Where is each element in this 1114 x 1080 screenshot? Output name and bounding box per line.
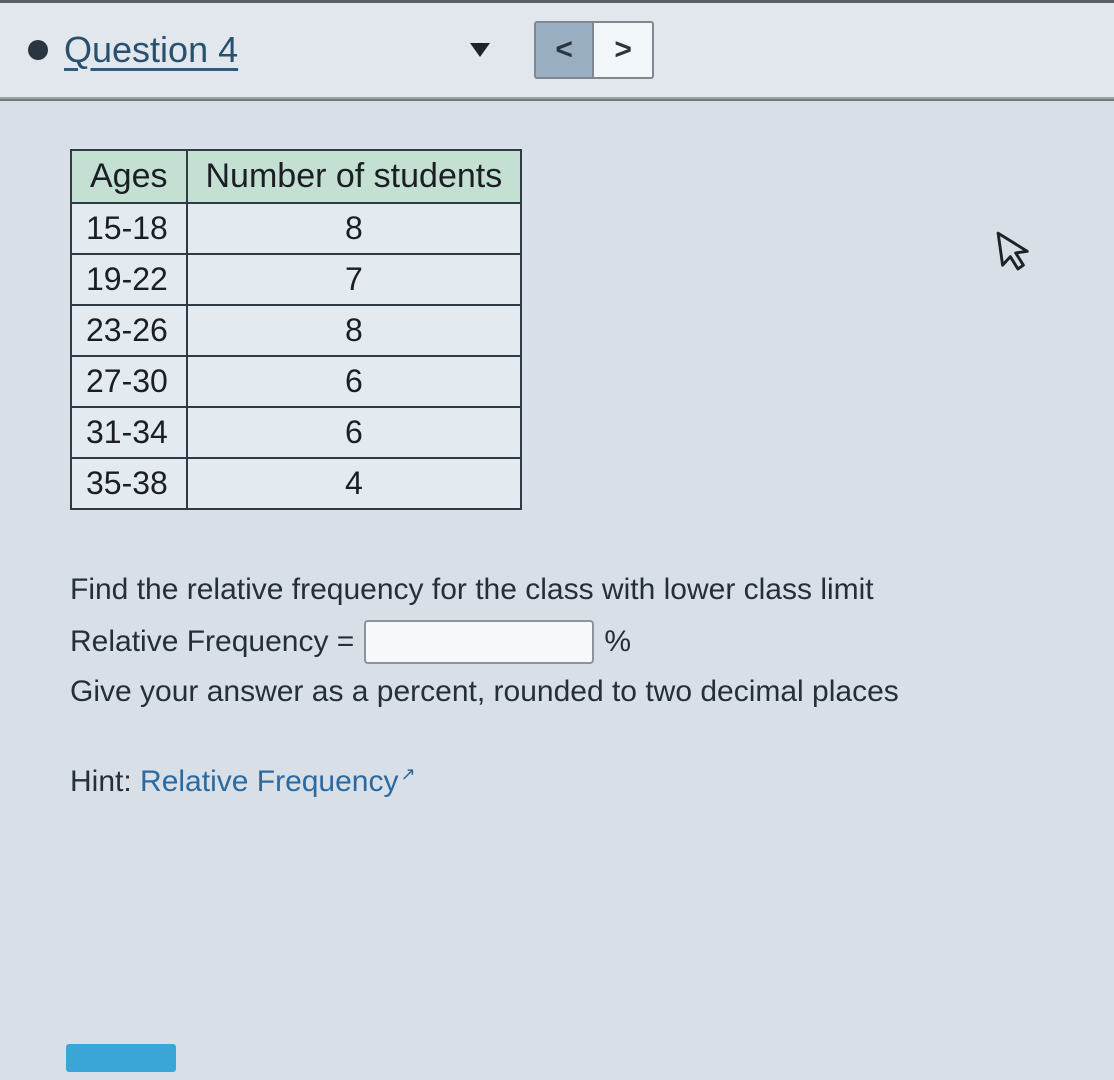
unit-percent: % xyxy=(604,625,631,659)
cell-ages: 19-22 xyxy=(71,254,187,305)
relative-frequency-label: Relative Frequency = xyxy=(70,625,354,659)
cell-ages: 23-26 xyxy=(71,305,187,356)
table-row: 31-34 6 xyxy=(71,407,521,458)
cell-ages: 27-30 xyxy=(71,356,187,407)
cell-count: 8 xyxy=(187,305,522,356)
cell-ages: 15-18 xyxy=(71,203,187,254)
table-row: 15-18 8 xyxy=(71,203,521,254)
cell-count: 8 xyxy=(187,203,522,254)
data-table: Ages Number of students 15-18 8 19-22 7 … xyxy=(70,149,522,510)
hint-link[interactable]: Relative Frequency↗ xyxy=(140,765,416,798)
table-row: 35-38 4 xyxy=(71,458,521,509)
col-header-count: Number of students xyxy=(187,150,522,203)
table-header-row: Ages Number of students xyxy=(71,150,521,203)
cell-ages: 35-38 xyxy=(71,458,187,509)
relative-frequency-input[interactable] xyxy=(364,620,594,664)
prev-question-button[interactable]: < xyxy=(536,23,594,77)
table-row: 19-22 7 xyxy=(71,254,521,305)
cell-count: 4 xyxy=(187,458,522,509)
footer-button-partial[interactable] xyxy=(66,1044,176,1072)
external-link-icon: ↗ xyxy=(401,764,416,784)
hint-link-text: Relative Frequency xyxy=(140,765,398,798)
cell-ages: 31-34 xyxy=(71,407,187,458)
question-header: Question 4 < > xyxy=(0,7,1114,99)
next-question-button[interactable]: > xyxy=(594,23,652,77)
prompt-line-1: Find the relative frequency for the clas… xyxy=(70,566,1056,614)
question-content: Ages Number of students 15-18 8 19-22 7 … xyxy=(0,101,1114,819)
question-nav: < > xyxy=(534,21,654,79)
dropdown-caret-icon[interactable] xyxy=(470,43,490,57)
prompt-line-2: Give your answer as a percent, rounded t… xyxy=(70,668,1056,716)
hint-line: Hint: Relative Frequency↗ xyxy=(70,764,1056,799)
cell-count: 7 xyxy=(187,254,522,305)
table-row: 23-26 8 xyxy=(71,305,521,356)
table-row: 27-30 6 xyxy=(71,356,521,407)
status-bullet-icon xyxy=(28,40,48,60)
question-title[interactable]: Question 4 xyxy=(64,29,238,71)
col-header-ages: Ages xyxy=(71,150,187,203)
cell-count: 6 xyxy=(187,356,522,407)
cell-count: 6 xyxy=(187,407,522,458)
hint-prefix: Hint: xyxy=(70,765,140,798)
